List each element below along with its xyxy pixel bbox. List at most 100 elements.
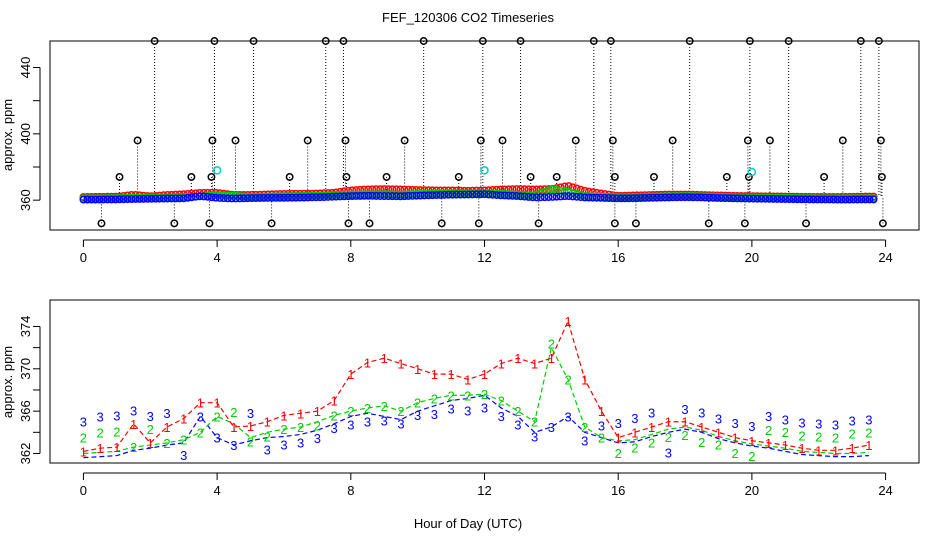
point-series-3 [657, 193, 665, 202]
outlier-point [419, 37, 428, 45]
point-label-series-1: 1 [197, 396, 204, 411]
outlier-point [150, 37, 159, 45]
point-label-series-1: 1 [498, 357, 505, 372]
point-series-2 [560, 187, 569, 196]
point-series-3 [344, 192, 353, 201]
point-series-3 [95, 195, 104, 204]
point-label-series-3: 3 [481, 400, 488, 415]
point-series-3 [296, 193, 304, 202]
point-series-3 [271, 193, 280, 202]
point-series-3 [199, 192, 208, 201]
point-series-3 [524, 192, 533, 201]
point-series-3 [251, 194, 260, 203]
point-label-series-1: 1 [364, 355, 371, 370]
point-label-series-1: 1 [815, 443, 822, 458]
point-label-series-2: 2 [648, 435, 655, 450]
point-series-3 [689, 193, 698, 202]
point-label-series-3: 3 [464, 403, 471, 418]
point-label-series-2: 2 [481, 387, 488, 402]
point-label-series-1: 1 [531, 357, 538, 372]
point-label-series-3: 3 [80, 415, 87, 430]
point-series-3 [432, 191, 441, 200]
outlier-point [133, 136, 142, 145]
point-series-2 [548, 185, 557, 194]
x-tick-label: 8 [347, 250, 354, 265]
point-label-series-3: 3 [447, 402, 454, 417]
point-label-series-1: 1 [698, 420, 705, 435]
flag-point [480, 166, 489, 175]
point-label-series-2: 2 [514, 404, 521, 419]
point-series-3 [556, 192, 565, 201]
point-series-3 [552, 192, 561, 201]
point-series-3 [159, 194, 168, 203]
point-series-3 [821, 195, 830, 204]
point-series-3 [560, 192, 569, 201]
point-series-3 [729, 194, 738, 203]
outlier-point [205, 219, 214, 228]
outlier-point [170, 219, 179, 228]
point-series-3 [263, 193, 272, 202]
point-label-series-2: 2 [180, 433, 187, 448]
point-label-series-1: 1 [564, 314, 571, 329]
point-label-series-2: 2 [564, 372, 571, 387]
y-tick-label: 374 [18, 316, 33, 338]
point-series-3 [211, 193, 220, 202]
point-label-series-3: 3 [213, 431, 220, 446]
outlier-point [589, 37, 598, 45]
point-series-3 [725, 194, 734, 203]
point-series-3 [267, 193, 276, 202]
outlier-point [606, 37, 615, 45]
point-series-3 [292, 193, 300, 202]
point-series-3 [825, 195, 834, 204]
point-series-3 [308, 193, 316, 202]
x-tick-label: 8 [347, 483, 354, 498]
point-label-series-1: 1 [230, 420, 237, 435]
point-series-3 [636, 194, 645, 203]
point-series-3 [620, 194, 629, 203]
series-line-3 [83, 394, 869, 459]
point-series-3 [520, 192, 529, 201]
point-label-series-3: 3 [865, 413, 872, 428]
point-series-3 [139, 194, 148, 203]
point-series-3 [697, 193, 706, 202]
x-tick-label: 20 [745, 483, 759, 498]
outlier-point [476, 136, 485, 145]
outlier-point [454, 172, 463, 181]
point-label-series-3: 3 [280, 438, 287, 453]
point-series-2 [536, 189, 545, 198]
outlier-point [856, 37, 865, 45]
point-series-3 [448, 190, 457, 199]
point-label-series-2: 2 [264, 429, 271, 444]
point-series-3 [131, 195, 140, 203]
point-series-3 [424, 191, 433, 200]
point-label-series-3: 3 [180, 448, 187, 463]
point-label-series-2: 2 [732, 446, 739, 461]
point-label-series-3: 3 [431, 407, 438, 422]
outlier-point [341, 136, 350, 145]
point-label-series-2: 2 [782, 425, 789, 440]
point-series-3 [143, 194, 152, 203]
outlier-point [208, 136, 217, 145]
point-series-3 [420, 191, 429, 200]
x-tick-label: 16 [611, 250, 625, 265]
point-label-series-1: 1 [147, 436, 154, 451]
outlier-point [207, 172, 216, 181]
series-line-1 [83, 319, 869, 452]
point-label-series-3: 3 [514, 417, 521, 432]
point-label-series-1: 1 [297, 406, 304, 421]
point-series-2 [564, 188, 573, 196]
outlier-point [321, 37, 330, 45]
point-label-series-3: 3 [732, 416, 739, 431]
point-series-3 [797, 195, 806, 204]
point-label-series-3: 3 [815, 417, 822, 432]
point-label-series-3: 3 [381, 413, 388, 428]
point-series-3 [685, 193, 693, 202]
point-series-3 [665, 193, 673, 202]
point-series-3 [187, 193, 196, 202]
point-series-3 [348, 192, 357, 200]
point-series-3 [151, 194, 160, 203]
outlier-point [516, 37, 525, 45]
point-label-series-3: 3 [564, 409, 571, 424]
point-series-3 [793, 195, 802, 204]
point-label-series-1: 1 [665, 415, 672, 430]
